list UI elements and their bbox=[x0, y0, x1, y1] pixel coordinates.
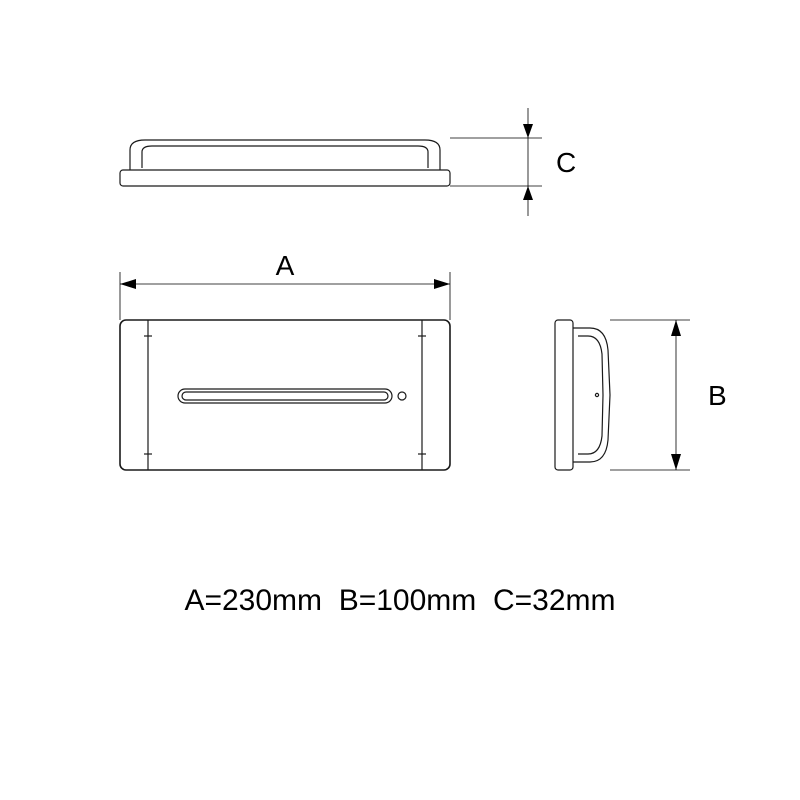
dimension-c-label: C bbox=[556, 147, 576, 178]
footer-b: B=100mm bbox=[339, 584, 477, 617]
svg-text:A=230mm B=100mm C=32mm: A=230mm B=100mm C=32mm bbox=[184, 584, 615, 617]
dimension-b: B bbox=[610, 320, 727, 470]
dimension-a-label: A bbox=[276, 250, 295, 281]
footer-c: C=32mm bbox=[493, 584, 616, 617]
footer-a: A=230mm bbox=[184, 584, 322, 617]
view-side bbox=[555, 320, 610, 470]
dimension-b-label: B bbox=[708, 380, 727, 411]
footer: A=230mm B=100mm C=32mm bbox=[184, 584, 615, 617]
dimension-a: A bbox=[120, 250, 450, 320]
view-top bbox=[120, 320, 450, 470]
dimension-c: C bbox=[450, 108, 576, 216]
view-front-profile bbox=[120, 140, 450, 186]
dimension-drawing: C A bbox=[0, 0, 800, 800]
